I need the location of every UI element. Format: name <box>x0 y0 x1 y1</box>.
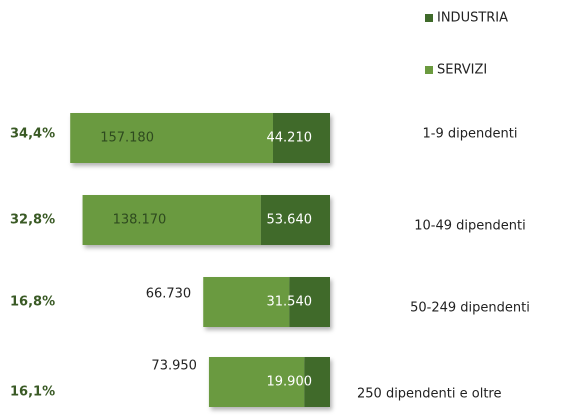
legend-swatch <box>425 66 433 74</box>
bar-segment <box>260 195 330 245</box>
legend-swatch <box>425 14 433 22</box>
category-label: 50-249 dipendenti <box>410 301 530 316</box>
bar-group <box>70 113 330 163</box>
value-label: 157.180 <box>100 131 154 146</box>
value-label: 53.640 <box>267 213 313 228</box>
bar-group <box>203 277 330 327</box>
value-label: 44.210 <box>267 131 313 146</box>
value-label: 73.950 <box>151 359 197 374</box>
row-share-label: 34,4% <box>10 127 55 142</box>
bar-segment <box>289 277 330 327</box>
row-share-label: 32,8% <box>10 213 55 228</box>
value-label: 19.900 <box>267 375 313 390</box>
bar-segment <box>272 113 330 163</box>
bar-segment <box>208 357 305 407</box>
category-label: 1-9 dipendenti <box>423 127 518 142</box>
legend-label: INDUSTRIA <box>437 11 508 26</box>
value-label: 66.730 <box>146 287 192 302</box>
row-share-label: 16,8% <box>10 295 55 310</box>
bar-segment <box>304 357 330 407</box>
category-label: 10-49 dipendenti <box>414 219 525 234</box>
bar-segment <box>203 277 290 327</box>
bar-segment <box>70 113 273 163</box>
value-label: 138.170 <box>113 213 167 228</box>
bar-group <box>208 357 330 407</box>
value-label: 31.540 <box>267 295 313 310</box>
bar-segment <box>82 195 261 245</box>
bar-group <box>82 195 330 245</box>
category-label: 250 dipendenti e oltre <box>357 387 501 402</box>
legend-label: SERVIZI <box>437 63 487 78</box>
row-share-label: 16,1% <box>10 385 55 400</box>
